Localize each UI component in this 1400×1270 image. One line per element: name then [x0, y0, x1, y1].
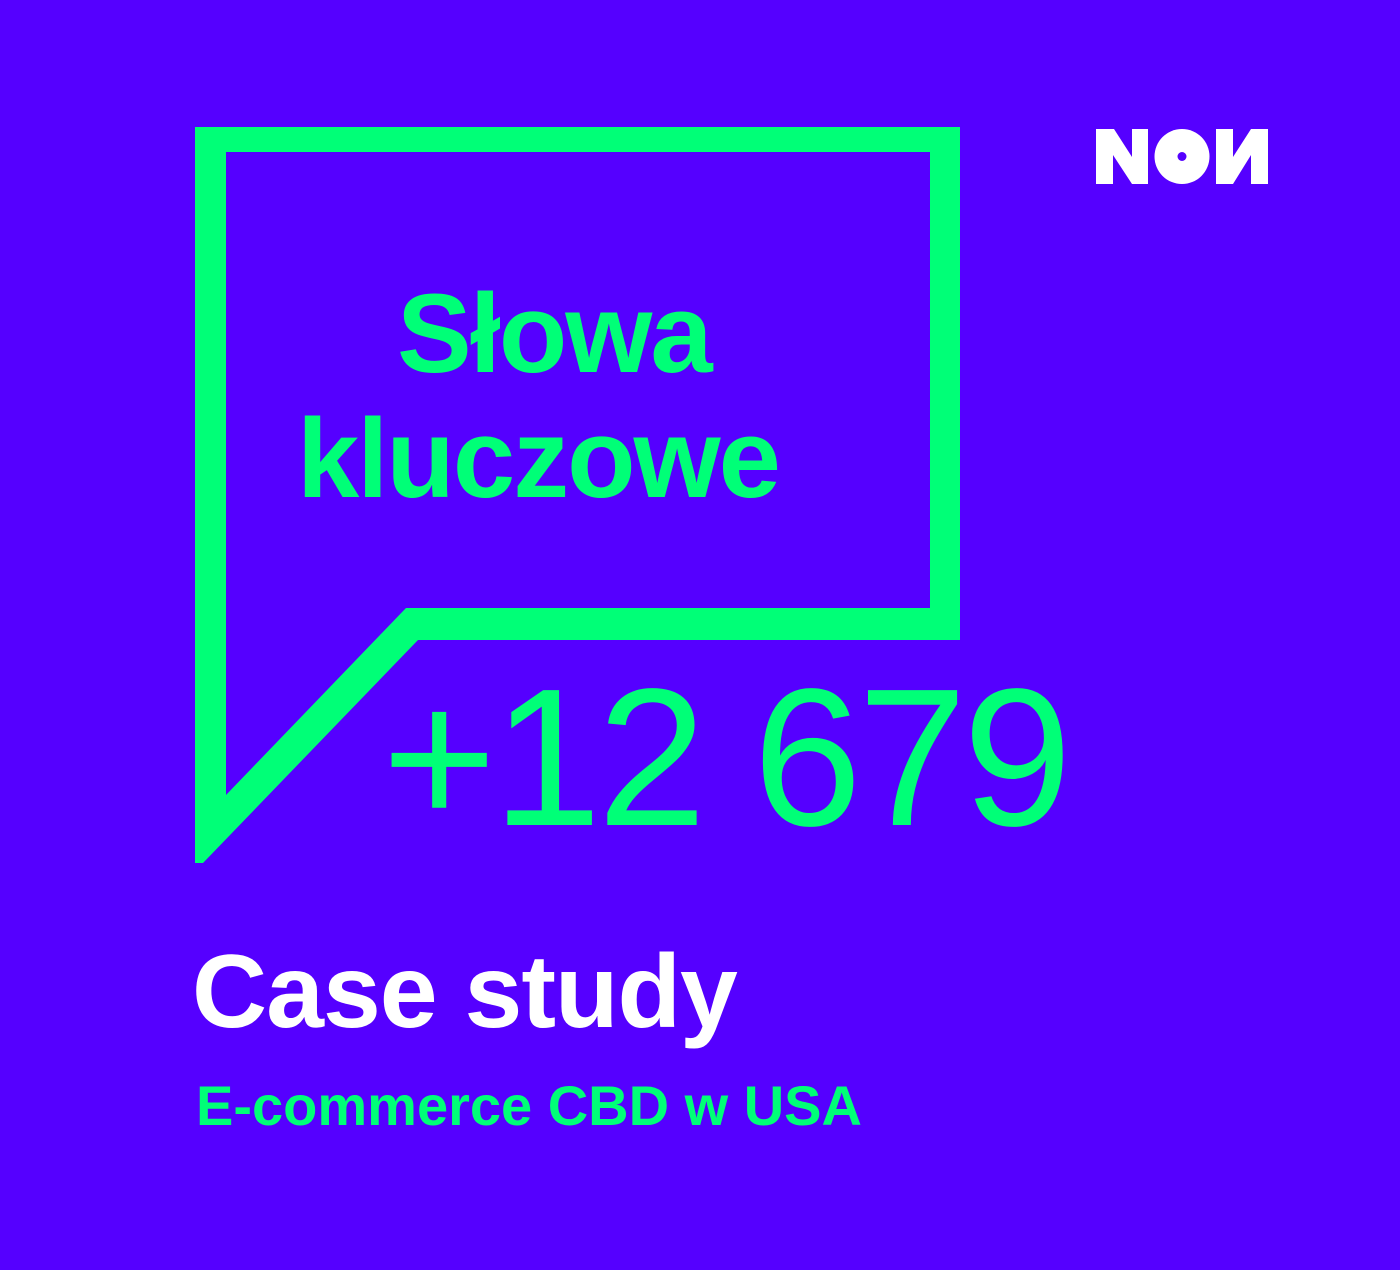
bubble-heading-line-1: Słowa: [397, 271, 713, 396]
logo: [1096, 129, 1268, 184]
bubble-heading-line-2: kluczowe: [297, 396, 781, 521]
keyword-count-stat: +12 679: [382, 648, 1072, 867]
page-subtitle: E-commerce CBD w USA: [196, 1074, 862, 1137]
page-title: Case study: [192, 934, 738, 1050]
